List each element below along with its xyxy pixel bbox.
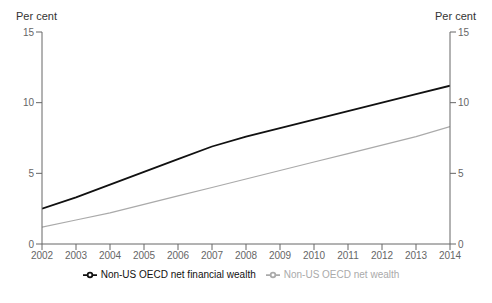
svg-text:2005: 2005: [133, 250, 156, 261]
svg-text:2006: 2006: [167, 250, 190, 261]
svg-text:0: 0: [458, 239, 464, 250]
html-text:Per cent: Per cent: [435, 10, 476, 22]
svg-text:2002: 2002: [31, 250, 54, 261]
svg-text:2009: 2009: [269, 250, 292, 261]
svg-text:2011: 2011: [337, 250, 359, 261]
html-text:Non-US OECD net financial weal: Non-US OECD net financial wealth: [100, 268, 256, 280]
svg-text:10: 10: [23, 97, 35, 108]
svg-text:2003: 2003: [65, 250, 88, 261]
svg-text:5: 5: [28, 168, 34, 179]
svg-text:0: 0: [28, 239, 34, 250]
svg-text:15: 15: [23, 27, 35, 38]
svg-text:10: 10: [458, 97, 470, 108]
svg-text:2008: 2008: [235, 250, 258, 261]
svg-text:2012: 2012: [371, 250, 394, 261]
html-text:Per cent: Per cent: [16, 10, 57, 22]
svg-text:2014: 2014: [439, 250, 462, 261]
svg-text:2004: 2004: [99, 250, 122, 261]
html-text:Non-US OECD net wealth: Non-US OECD net wealth: [283, 268, 400, 280]
svg-text:2007: 2007: [201, 250, 224, 261]
svg-text:5: 5: [458, 168, 464, 179]
svg-text:15: 15: [458, 27, 470, 38]
svg-text:2013: 2013: [405, 250, 428, 261]
svg-text:2010: 2010: [303, 250, 326, 261]
